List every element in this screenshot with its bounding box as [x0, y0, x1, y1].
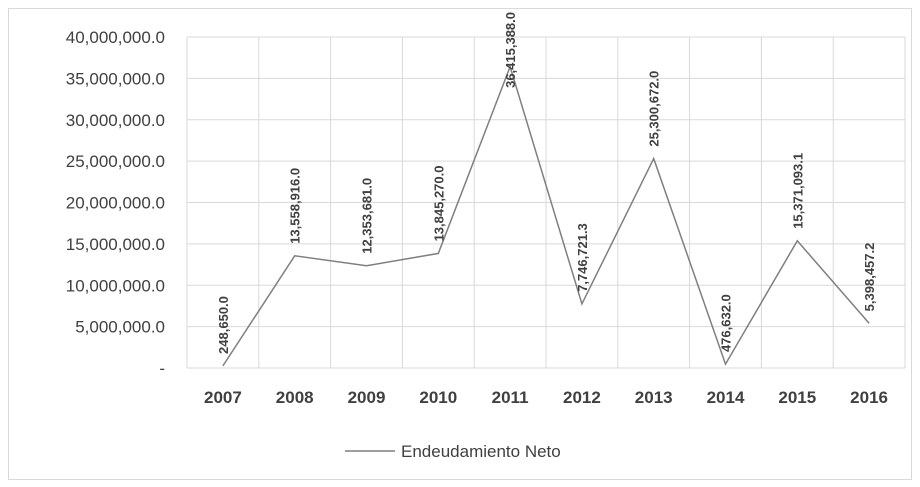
y-tick-label: 20,000,000.0 [66, 194, 165, 213]
x-tick-label: 2015 [778, 388, 816, 407]
x-tick-label: 2013 [635, 388, 673, 407]
x-tick-label: 2007 [204, 388, 242, 407]
value-label: 476,632.0 [719, 294, 734, 352]
y-tick-label: 15,000,000.0 [66, 235, 165, 254]
y-tick-label: - [159, 359, 165, 378]
value-label: 248,650.0 [216, 296, 231, 354]
y-tick-label: 10,000,000.0 [66, 276, 165, 295]
x-tick-label: 2011 [492, 388, 529, 407]
value-label: 15,371,093.1 [790, 153, 805, 229]
value-label: 7,746,721.3 [575, 223, 590, 292]
value-label: 36,415,388.0 [503, 12, 518, 88]
value-label: 13,558,916.0 [288, 168, 303, 244]
x-tick-label: 2010 [419, 388, 457, 407]
series-line [222, 64, 870, 367]
y-tick-label: 30,000,000.0 [66, 111, 165, 130]
value-label: 25,300,672.0 [647, 71, 662, 147]
value-label: 5,398,457.2 [862, 243, 877, 312]
value-label: 13,845,270.0 [431, 166, 446, 242]
y-tick-label: 35,000,000.0 [66, 69, 165, 88]
y-tick-label: 40,000,000.0 [66, 28, 165, 47]
x-tick-label: 2014 [707, 388, 745, 407]
x-tick-label: 2016 [850, 388, 888, 407]
value-label: 12,353,681.0 [360, 178, 375, 254]
x-tick-label: 2008 [276, 388, 314, 407]
x-tick-label: 2012 [563, 388, 601, 407]
y-tick-label: 25,000,000.0 [66, 152, 165, 171]
legend-label: Endeudamiento Neto [401, 442, 561, 461]
x-tick-label: 2009 [348, 388, 386, 407]
y-tick-label: 5,000,000.0 [75, 318, 165, 337]
